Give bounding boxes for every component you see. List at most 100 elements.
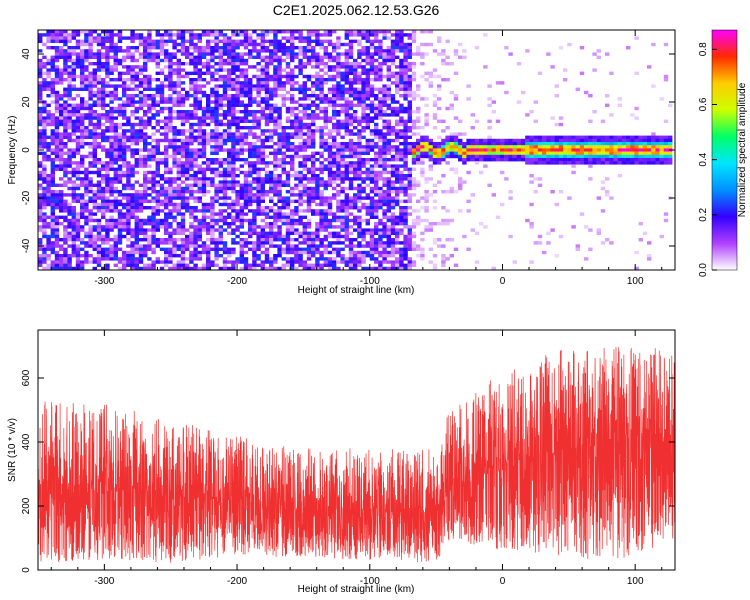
spectrogram-cell (273, 90, 278, 95)
spectrogram-cell (390, 222, 396, 226)
spectrogram-cell (63, 52, 68, 56)
spectrogram-cell (130, 193, 135, 197)
spectrogram-cell (189, 78, 194, 82)
spectrogram-cell (197, 186, 202, 191)
spectrogram-cell (344, 167, 349, 171)
spectrogram-cell (71, 87, 76, 91)
spectrogram-cell (369, 90, 375, 95)
spectrogram-cell (50, 78, 55, 82)
spectrogram-cell (67, 74, 72, 79)
spectrogram-cell (348, 202, 354, 207)
spectrogram-cell (42, 254, 47, 258)
spectrogram-cell (147, 49, 152, 53)
spectrogram-cell (180, 68, 186, 72)
spectrogram-cell (277, 55, 282, 59)
spectrogram-cell (382, 164, 387, 168)
spectrogram-cell (180, 260, 186, 264)
spectrogram-cell (311, 52, 316, 56)
spectrogram-cell (92, 212, 97, 216)
spectrogram-cell (420, 257, 425, 261)
spectrogram-cell (164, 186, 169, 191)
spectrogram-cell (323, 183, 328, 187)
spectrogram-cell (122, 135, 127, 139)
spectrogram-cell (109, 42, 114, 47)
spectrogram-cell (357, 263, 362, 267)
spectrogram-cell (176, 212, 181, 216)
spectrogram-cell (231, 55, 236, 59)
spectrogram-cell (378, 39, 383, 43)
spectrogram-cell (411, 36, 417, 40)
spectrogram-cell (59, 110, 64, 114)
spectrogram-cell (340, 122, 345, 127)
spectrogram-cell (248, 42, 253, 47)
spectrogram-cell (92, 196, 97, 200)
spectrogram-cell (323, 196, 328, 200)
spectrogram-cell (273, 78, 278, 82)
spectrogram-cell (416, 151, 421, 155)
spectrogram-cell (63, 202, 68, 207)
spectrogram-cell (403, 132, 408, 136)
spectrogram-cell (206, 138, 211, 143)
spectrogram-cell (197, 119, 202, 123)
spectrogram-cell (54, 49, 60, 53)
spectrogram-cell (67, 49, 72, 53)
spectrogram-cell (344, 126, 349, 130)
spectrogram-cell (206, 58, 211, 63)
spectrogram-cell (386, 254, 391, 258)
spectrogram-cell (290, 36, 295, 40)
spectrogram-cell (403, 46, 408, 50)
spectrogram-cell (386, 234, 391, 239)
spectrogram-cell (369, 145, 375, 149)
spectrogram-cell (302, 65, 307, 69)
spectrogram-cell (168, 39, 173, 43)
spectrogram-cell (67, 254, 72, 258)
spectrogram-cell (130, 209, 135, 213)
spectrogram-cell (378, 46, 383, 50)
spectrogram-cell (344, 58, 349, 63)
spectrogram-cell (138, 260, 144, 264)
spectrogram-cell (80, 58, 85, 63)
spectrogram-cell (189, 135, 194, 139)
spectrogram-cell (294, 231, 299, 235)
spectrogram-cell (164, 257, 169, 261)
spectrogram-cell (319, 126, 324, 130)
spectrogram-cell (403, 186, 408, 191)
spectrogram-cell (365, 158, 370, 162)
spectrogram-cell (227, 84, 232, 88)
spectrogram-cell (365, 228, 370, 232)
spectrogram-cell (298, 52, 303, 56)
spectrogram-cell (222, 138, 228, 143)
spectrogram-cell (407, 196, 412, 200)
spectrogram-cell (189, 36, 194, 40)
spectrogram-cell (323, 218, 328, 223)
spectrogram-cell (130, 100, 135, 104)
spectrogram-cell (222, 177, 228, 181)
spectrogram-cell (180, 36, 186, 40)
spectrogram-cell (59, 257, 64, 261)
spectrogram-cell (92, 68, 97, 72)
spectrogram-cell (311, 90, 316, 95)
spectrogram-cell (126, 263, 131, 267)
spectrogram-cell (147, 84, 152, 88)
spectrogram-cell (189, 174, 194, 178)
spectrogram-cell (96, 234, 102, 239)
spectrogram-cell (264, 212, 270, 216)
spectrogram-cell (50, 84, 55, 88)
spectrogram-cell (50, 100, 55, 104)
spectrogram-cell (151, 100, 156, 104)
spectrogram-cell (378, 103, 383, 107)
spectrogram-cell (382, 215, 387, 219)
spectrogram-cell (361, 202, 366, 207)
spectrogram-cell (122, 110, 127, 114)
spectrogram-cell (155, 260, 160, 264)
spectrogram-cell (143, 58, 148, 63)
spectrogram-cell (222, 84, 228, 88)
spectrogram-cell (105, 119, 110, 123)
spectrogram-cell (227, 260, 232, 264)
spectrogram-cell (344, 122, 349, 127)
spectrogram-cell (386, 138, 391, 143)
spectrogram-cell (227, 154, 232, 159)
spectrogram-cell (403, 138, 408, 143)
spectrogram-cell (101, 94, 106, 98)
spectrogram-cell (67, 158, 72, 162)
